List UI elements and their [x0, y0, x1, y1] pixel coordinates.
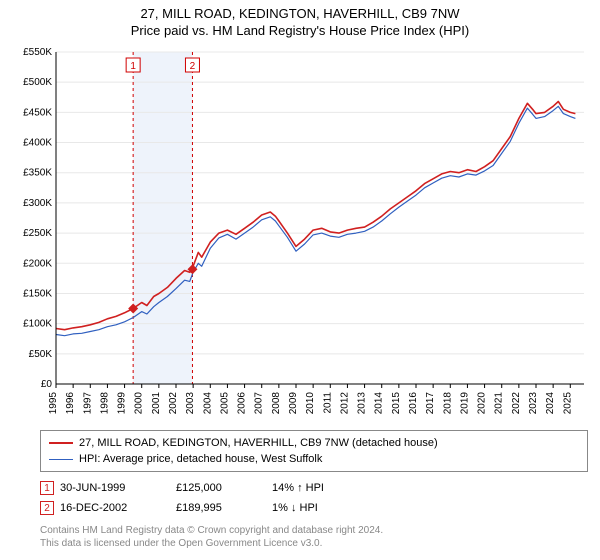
x-tick-label: 2023	[528, 392, 539, 415]
footer: Contains HM Land Registry data © Crown c…	[40, 524, 588, 550]
vline-label: 1	[130, 61, 136, 72]
x-tick-label: 2003	[185, 392, 196, 415]
title-line-2: Price paid vs. HM Land Registry's House …	[0, 23, 600, 38]
event-price: £189,995	[176, 502, 266, 514]
footer-line-1: Contains HM Land Registry data © Crown c…	[40, 524, 588, 537]
x-tick-label: 1995	[48, 392, 59, 415]
y-tick-label: £200K	[23, 258, 52, 269]
y-tick-label: £50K	[29, 349, 53, 360]
vline-label: 2	[190, 61, 196, 72]
legend-swatch	[49, 459, 73, 460]
events-table: 1 30-JUN-1999 £125,000 14% ↑ HPI 2 16-DEC-200…	[40, 478, 588, 518]
y-tick-label: £450K	[23, 107, 52, 118]
x-tick-label: 1997	[82, 392, 93, 415]
x-tick-label: 2006	[237, 392, 248, 415]
legend: 27, MILL ROAD, KEDINGTON, HAVERHILL, CB9…	[40, 430, 588, 472]
y-tick-label: £250K	[23, 228, 52, 239]
x-tick-label: 2007	[254, 392, 265, 415]
x-tick-label: 2001	[151, 392, 162, 415]
legend-swatch	[49, 442, 73, 444]
x-tick-label: 2018	[442, 392, 453, 415]
event-number-badge: 2	[40, 501, 54, 515]
y-tick-label: £550K	[23, 47, 52, 58]
y-tick-label: £0	[41, 379, 53, 390]
x-tick-label: 2000	[134, 392, 145, 415]
event-delta: 1% ↓ HPI	[272, 502, 372, 514]
x-tick-label: 1999	[117, 392, 128, 415]
x-tick-label: 1998	[99, 392, 110, 415]
x-tick-label: 2008	[271, 392, 282, 415]
x-tick-label: 2015	[391, 392, 402, 415]
x-tick-label: 2013	[357, 392, 368, 415]
x-tick-label: 2014	[374, 392, 385, 415]
x-tick-label: 2022	[511, 392, 522, 415]
figure-container: 27, MILL ROAD, KEDINGTON, HAVERHILL, CB9…	[0, 0, 600, 560]
chart-svg: £0 £50K £100K £150K £200K £250K £300K £350K £400…	[8, 44, 592, 424]
y-tick-label: £300K	[23, 198, 52, 209]
x-tick-label: 2016	[408, 392, 419, 415]
event-number-badge: 1	[40, 481, 54, 495]
y-tick-label: £100K	[23, 319, 52, 330]
event-date: 16-DEC-2002	[60, 502, 170, 514]
titles: 27, MILL ROAD, KEDINGTON, HAVERHILL, CB9…	[0, 0, 600, 40]
y-tick-label: £400K	[23, 138, 52, 149]
legend-row: HPI: Average price, detached house, West…	[49, 451, 579, 467]
x-tick-label: 2019	[459, 392, 470, 415]
legend-row: 27, MILL ROAD, KEDINGTON, HAVERHILL, CB9…	[49, 435, 579, 451]
x-tick-label: 1996	[65, 392, 76, 415]
event-price: £125,000	[176, 482, 266, 494]
title-line-1: 27, MILL ROAD, KEDINGTON, HAVERHILL, CB9…	[0, 6, 600, 21]
x-tick-label: 2021	[494, 392, 505, 415]
chart-area: £0 £50K £100K £150K £200K £250K £300K £350K £400…	[8, 44, 592, 424]
y-tick-label: £150K	[23, 288, 52, 299]
x-tick-label: 2020	[477, 392, 488, 415]
legend-label: HPI: Average price, detached house, West…	[79, 453, 322, 465]
x-tick-label: 2002	[168, 392, 179, 415]
event-delta: 14% ↑ HPI	[272, 482, 372, 494]
x-tick-label: 2024	[545, 392, 556, 415]
event-row: 1 30-JUN-1999 £125,000 14% ↑ HPI	[40, 478, 588, 498]
x-tick-label: 2017	[425, 392, 436, 415]
y-tick-label: £500K	[23, 77, 52, 88]
x-tick-label: 2011	[322, 392, 333, 414]
x-tick-label: 2012	[339, 392, 350, 415]
event-date: 30-JUN-1999	[60, 482, 170, 494]
x-tick-label: 2025	[562, 392, 573, 415]
x-tick-label: 2005	[219, 392, 230, 415]
footer-line-2: This data is licensed under the Open Gov…	[40, 537, 588, 550]
x-tick-label: 2009	[288, 392, 299, 415]
x-tick-label: 2010	[305, 392, 316, 415]
x-tick-label: 2004	[202, 392, 213, 415]
legend-label: 27, MILL ROAD, KEDINGTON, HAVERHILL, CB9…	[79, 437, 438, 449]
y-tick-label: £350K	[23, 168, 52, 179]
event-row: 2 16-DEC-2002 £189,995 1% ↓ HPI	[40, 498, 588, 518]
